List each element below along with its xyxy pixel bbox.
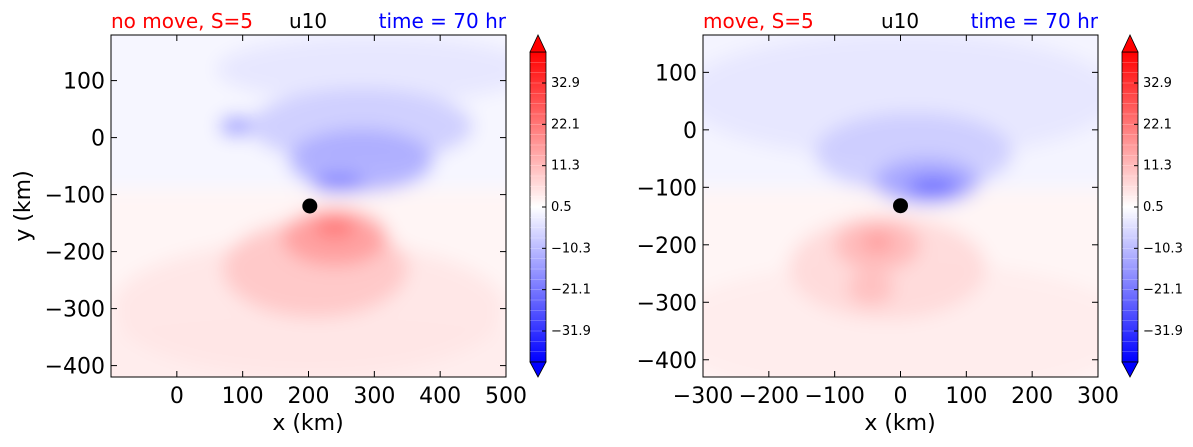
title-center: u10 xyxy=(289,9,327,33)
field-contour-5 xyxy=(703,35,1098,159)
y-tick-label: 100 xyxy=(63,70,105,95)
colorbar-tick-label: −21.1 xyxy=(1143,283,1183,298)
title-left: move, S=5 xyxy=(703,9,814,33)
y-axis-label: y (km) xyxy=(11,170,36,241)
colorbar-tick-label: 11.3 xyxy=(1143,159,1172,174)
storm-center-marker xyxy=(302,198,318,214)
storm-center-dot xyxy=(893,198,908,214)
x-tick-label: −200 xyxy=(739,384,799,409)
y-tick-label: −300 xyxy=(45,298,105,323)
y-tick-label: −200 xyxy=(45,241,105,266)
x-tick-label: 0 xyxy=(894,384,908,409)
field-contour-8 xyxy=(311,174,365,193)
x-axis: 0 100 200 300 400 500 xyxy=(170,35,527,409)
y-axis: 100 0 −100 −200 −300 −400 xyxy=(45,70,506,380)
x-tick-label: 300 xyxy=(1077,384,1119,409)
colorbar-tick-label: 0.5 xyxy=(551,200,572,215)
u10-field xyxy=(111,35,506,377)
x-axis-label: x (km) xyxy=(272,411,343,436)
chart-panel-no-move: no move, S=5 u10 time = 70 hr 0 100 200 300… xyxy=(11,9,591,436)
x-tick-label: 300 xyxy=(353,384,395,409)
storm-center-dot xyxy=(302,198,318,214)
y-tick-label: −400 xyxy=(45,355,105,380)
field-contour-8 xyxy=(907,176,960,198)
colorbar-extend-bottom xyxy=(529,361,547,378)
x-tick-label: −100 xyxy=(804,384,864,409)
x-tick-label: 100 xyxy=(945,384,987,409)
y-tick-label: −100 xyxy=(45,184,105,209)
x-tick-label: 0 xyxy=(170,384,184,409)
y-tick-label: −300 xyxy=(637,291,697,316)
field-contour-3 xyxy=(862,233,892,251)
x-tick-label: 100 xyxy=(222,384,264,409)
colorbar-extend-bottom xyxy=(1121,361,1139,378)
y-tick-label: −200 xyxy=(637,234,697,259)
field-contour-4 xyxy=(847,270,894,306)
colorbar-tick-label: −31.9 xyxy=(551,324,591,339)
colorbar-tick-label: 32.9 xyxy=(1143,76,1172,91)
chart-panel-move: move, S=5 u10 time = 70 hr −300 −200 −100 0… xyxy=(637,9,1183,436)
title-left: no move, S=5 xyxy=(111,9,253,33)
colorbar: 32.9 22.1 11.3 0.5 −10.3 −21.1 −31.9 xyxy=(1121,34,1183,378)
colorbar-tick-label: 22.1 xyxy=(551,117,580,132)
x-tick-label: −300 xyxy=(673,384,733,409)
y-axis: 100 0 −100 −200 −300 −400 xyxy=(637,61,1098,374)
colorbar-tick-label: −10.3 xyxy=(1143,241,1183,256)
x-tick-label: 200 xyxy=(288,384,330,409)
colorbar-tick-label: −10.3 xyxy=(551,241,591,256)
x-axis: −300 −200 −100 0 100 200 300 xyxy=(673,35,1119,409)
title-right: time = 70 hr xyxy=(379,9,507,33)
colorbar-extend-top xyxy=(529,34,547,53)
y-tick-label: 100 xyxy=(655,61,697,86)
colorbar: 32.9 22.1 11.3 0.5 −10.3 −21.1 −31.9 xyxy=(529,34,591,378)
colorbar-tick-label: 32.9 xyxy=(551,76,580,91)
u10-field xyxy=(703,35,1098,377)
colorbar-tick-label: 0.5 xyxy=(1143,200,1164,215)
title-center: u10 xyxy=(881,9,919,33)
title-right: time = 70 hr xyxy=(971,9,1099,33)
x-tick-label: 200 xyxy=(1011,384,1053,409)
colorbar-extend-top xyxy=(1121,34,1139,53)
x-tick-label: 500 xyxy=(485,384,527,409)
storm-center-marker xyxy=(893,198,908,214)
y-tick-label: 0 xyxy=(91,127,105,152)
colorbar-tick-label: 22.1 xyxy=(1143,117,1172,132)
field-contour-4 xyxy=(313,213,356,239)
colorbar-tick-label: −31.9 xyxy=(1143,324,1183,339)
y-tick-label: −400 xyxy=(637,349,697,374)
y-tick-label: −100 xyxy=(637,176,697,201)
x-axis-label: x (km) xyxy=(864,411,935,436)
colorbar-tick-label: 11.3 xyxy=(551,159,580,174)
colorbar-tick-label: −21.1 xyxy=(551,283,591,298)
y-tick-label: 0 xyxy=(683,119,697,144)
field-contour-5 xyxy=(216,35,506,104)
field-contour-9 xyxy=(219,115,253,137)
x-tick-label: 400 xyxy=(419,384,461,409)
